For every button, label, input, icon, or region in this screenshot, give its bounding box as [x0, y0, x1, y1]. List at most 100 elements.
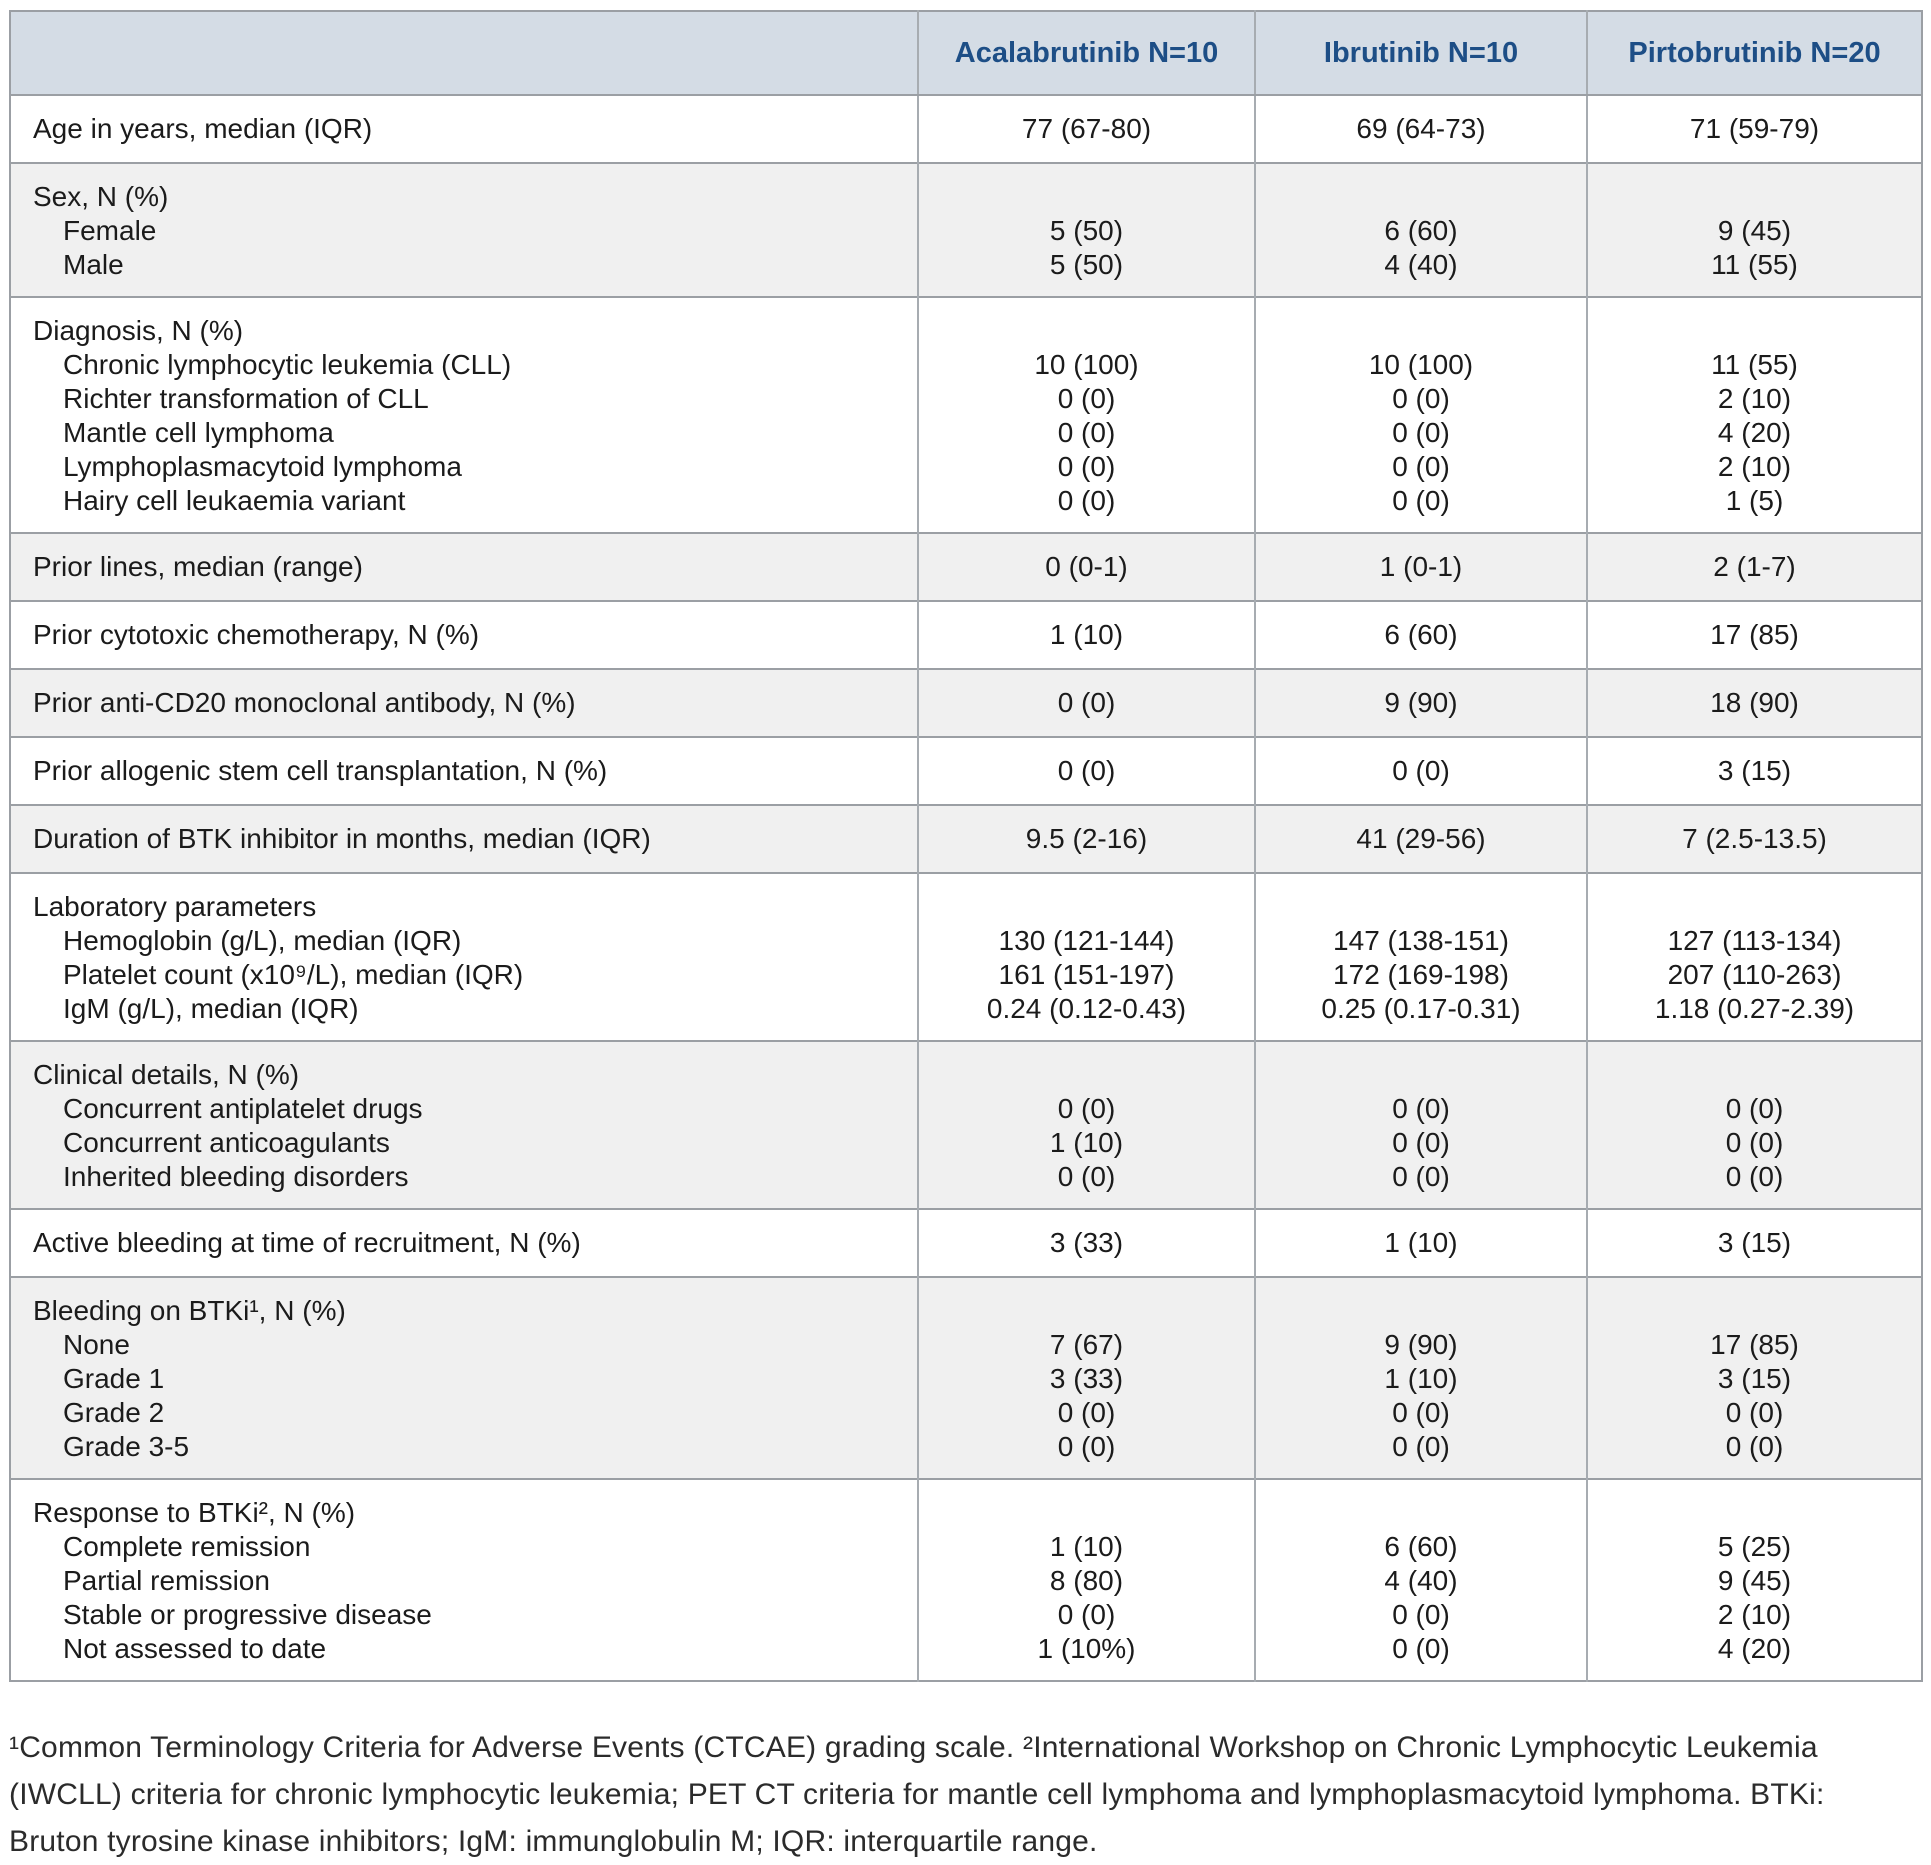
row-label: Laboratory parameters — [10, 872, 918, 924]
table-row: Concurrent antiplatelet drugs 0 (0) 0 (0) 0… — [10, 1092, 1922, 1126]
cell-value: 3 (15) — [1586, 1362, 1922, 1396]
table-row: Duration of BTK inhibitor in months, med… — [10, 804, 1922, 873]
cell-value: 2 (10) — [1586, 450, 1922, 484]
row-label: Prior lines, median (range) — [10, 532, 918, 601]
row-label: Mantle cell lymphoma — [63, 417, 334, 448]
row-label: Concurrent anticoagulants — [10, 1126, 918, 1160]
table-row: Concurrent anticoagulants 1 (10) 0 (0) 0 (0… — [10, 1126, 1922, 1160]
cell-value: 0 (0) — [1586, 1160, 1922, 1209]
cell-value: 1 (0-1) — [1254, 532, 1587, 601]
cell-value: 0 (0) — [1254, 416, 1587, 450]
cell-value: 0 (0) — [1254, 1396, 1587, 1430]
cell-value: 5 (50) — [917, 214, 1255, 248]
cell-value: 9 (90) — [1254, 668, 1587, 737]
cell-value: 0 (0) — [1254, 1632, 1587, 1681]
table-row: Inherited bleeding disorders 0 (0) 0 (0) 0 … — [10, 1160, 1922, 1209]
column-header-acalabrutinib: Acalabrutinib N=10 — [917, 11, 1255, 96]
cell-value: 10 (100) — [917, 348, 1255, 382]
cell-value — [917, 1040, 1255, 1092]
cell-value: 1 (5) — [1586, 484, 1922, 533]
cell-value — [917, 1276, 1255, 1328]
row-label: Duration of BTK inhibitor in months, med… — [10, 804, 918, 873]
cell-value: 0 (0) — [1254, 1160, 1587, 1209]
cell-value — [917, 296, 1255, 348]
cell-value: 9 (90) — [1254, 1328, 1587, 1362]
column-header-pirtobrutinib: Pirtobrutinib N=20 — [1586, 11, 1922, 96]
cell-value — [1254, 162, 1587, 214]
header-row: Acalabrutinib N=10 Ibrutinib N=10 Pirtob… — [10, 11, 1922, 96]
page: Acalabrutinib N=10 Ibrutinib N=10 Pirtob… — [9, 10, 1923, 1858]
cell-value: 0 (0) — [917, 668, 1255, 737]
table-row: Complete remission 1 (10) 6 (60) 5 (25) — [10, 1530, 1922, 1564]
table-row: Lymphoplasmacytoid lymphoma 0 (0) 0 (0) 2 (… — [10, 450, 1922, 484]
table-row: Prior lines, median (range) 0 (0-1) 1 (0-1… — [10, 532, 1922, 601]
table-row: Prior anti-CD20 monoclonal antibody, N (… — [10, 668, 1922, 737]
row-label: Age in years, median (IQR) — [10, 94, 918, 163]
cell-value — [1586, 872, 1922, 924]
row-label: Richter transformation of CLL — [63, 383, 429, 414]
cell-value: 2 (1-7) — [1586, 532, 1922, 601]
cell-value — [1254, 1040, 1587, 1092]
cell-value: 1 (10) — [917, 1530, 1255, 1564]
cell-value: 3 (33) — [917, 1208, 1255, 1277]
table-row: Diagnosis, N (%) — [10, 296, 1922, 348]
row-label: Stable or progressive disease — [63, 1599, 432, 1630]
row-label: Hairy cell leukaemia variant — [63, 485, 406, 516]
row-label: Complete remission — [63, 1531, 311, 1562]
cell-value: 0 (0) — [1586, 1092, 1922, 1126]
row-label: Partial remission — [63, 1565, 270, 1596]
row-label: Female — [10, 214, 918, 248]
cell-value: 41 (29-56) — [1254, 804, 1587, 873]
cell-value: 1 (10) — [1254, 1362, 1587, 1396]
cell-value: 0 (0) — [917, 1160, 1255, 1209]
table-row: Hemoglobin (g/L), median (IQR) 130 (121-1… — [10, 924, 1922, 958]
table-row: Not assessed to date 1 (10%) 0 (0) 4 (20) — [10, 1632, 1922, 1681]
cell-value: 6 (60) — [1254, 214, 1587, 248]
column-header-empty — [10, 11, 918, 96]
cell-value: 9 (45) — [1586, 214, 1922, 248]
table-row: Sex, N (%) — [10, 162, 1922, 214]
row-label: Grade 1 — [10, 1362, 918, 1396]
table-body: Age in years, median (IQR) 77 (67-80) 69 (… — [10, 94, 1922, 1681]
cell-value: 0 (0) — [1254, 1430, 1587, 1479]
cell-value: 0 (0) — [1254, 1598, 1587, 1632]
cell-value: 0 (0) — [917, 1396, 1255, 1430]
table-row: Clinical details, N (%) — [10, 1040, 1922, 1092]
cell-value — [1586, 1478, 1922, 1530]
table-row: Hairy cell leukaemia variant 0 (0) 0 (0) 1 … — [10, 484, 1922, 533]
row-label: Grade 3-5 — [10, 1430, 918, 1479]
cell-value: 0 (0) — [917, 450, 1255, 484]
cell-value: 0 (0) — [1586, 1126, 1922, 1160]
cell-value: 17 (85) — [1586, 600, 1922, 669]
table-row: Prior cytotoxic chemotherapy, N (%) 1 (10… — [10, 600, 1922, 669]
row-label: Male — [10, 248, 918, 297]
cell-value: 0 (0) — [1254, 1126, 1587, 1160]
cell-value: 5 (25) — [1586, 1530, 1922, 1564]
row-label: Response to BTKi², N (%) — [10, 1478, 918, 1530]
table-row: Female 5 (50) 6 (60) 9 (45) — [10, 214, 1922, 248]
cell-value — [1586, 1040, 1922, 1092]
cell-value: 1 (10) — [1254, 1208, 1587, 1277]
cell-value — [917, 872, 1255, 924]
row-label: Prior allogenic stem cell transplantatio… — [10, 736, 918, 805]
cell-value: 4 (20) — [1586, 1632, 1922, 1681]
table-row: IgM (g/L), median (IQR) 0.24 (0.12-0.43) 0… — [10, 992, 1922, 1041]
row-label: Grade 2 — [10, 1396, 918, 1430]
cell-value: 10 (100) — [1254, 348, 1587, 382]
cell-value — [1254, 872, 1587, 924]
cell-value: 147 (138-151) — [1254, 924, 1587, 958]
cell-value: 0 (0) — [917, 382, 1255, 416]
table-row: Stable or progressive disease 0 (0) 0 (0) 2… — [10, 1598, 1922, 1632]
table-row: Richter transformation of CLL 0 (0) 0 (0) 2… — [10, 382, 1922, 416]
cell-value: 0 (0) — [917, 484, 1255, 533]
cell-value: 0 (0) — [1254, 736, 1587, 805]
row-label: Not assessed to date — [63, 1633, 327, 1664]
table-row: Male 5 (50) 4 (40) 11 (55) — [10, 248, 1922, 297]
row-label: Chronic lymphocytic leukemia (CLL) — [63, 349, 512, 380]
row-label: Concurrent antiplatelet drugs — [10, 1092, 918, 1126]
table-row: Bleeding on BTKi¹, N (%) — [10, 1276, 1922, 1328]
cell-value: 77 (67-80) — [917, 94, 1255, 163]
cell-value — [1254, 1276, 1587, 1328]
table-row: Response to BTKi², N (%) — [10, 1478, 1922, 1530]
cell-value: 0 (0) — [917, 416, 1255, 450]
